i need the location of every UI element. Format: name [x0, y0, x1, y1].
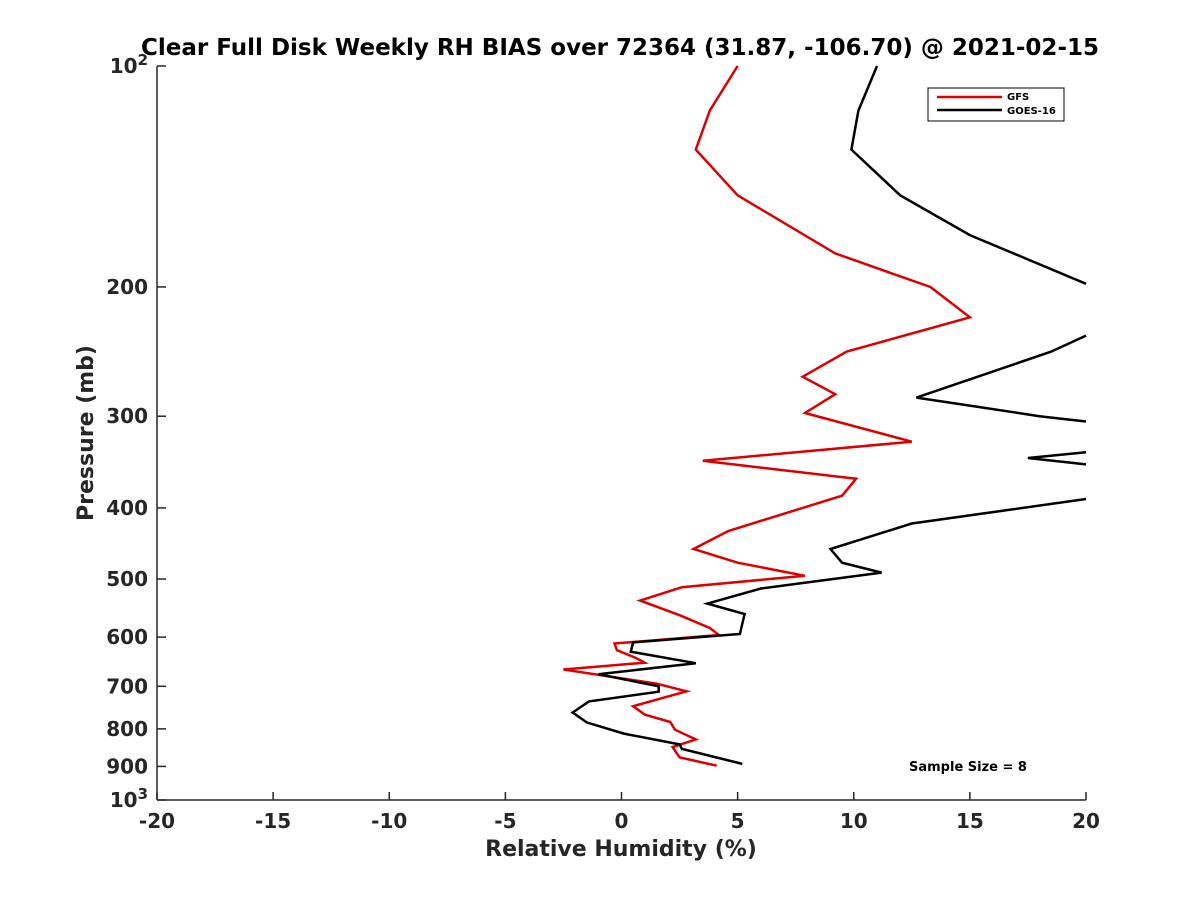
x-tick-label: -20: [139, 809, 175, 833]
x-tick-label: 20: [1072, 809, 1100, 833]
y-tick-label-power: 103: [110, 785, 148, 812]
y-ticks: 102 200 300 400 500 600 700 800 900 103: [106, 51, 166, 812]
x-tick-label: 10: [840, 809, 868, 833]
y-tick-label: 300: [106, 404, 148, 428]
series-line-gfs-segment-0: [563, 65, 973, 767]
plot-lines: [563, 65, 1087, 767]
legend-box: [927, 87, 1065, 122]
x-tick-label: 5: [731, 809, 745, 833]
x-tick-label: -15: [255, 809, 291, 833]
x-tick-label: 0: [615, 809, 629, 833]
series-line-goes-16-segment-1: [916, 334, 1087, 423]
chart-title: Clear Full Disk Weekly RH BIAS over 7236…: [141, 35, 1099, 61]
legend: GFS GOES-16: [927, 87, 1065, 122]
y-axis-label: Pressure (mb): [74, 345, 99, 521]
y-tick-label-power: 102: [110, 51, 148, 78]
x-tick-label: -10: [371, 809, 407, 833]
y-tick-label: 900: [106, 754, 148, 778]
y-tick-label: 200: [106, 275, 148, 299]
x-ticks: -20 -15 -10 -5 0 5 10 15 20: [139, 792, 1100, 833]
legend-label-goes16: GOES-16: [1007, 106, 1056, 117]
legend-label-gfs: GFS: [1007, 92, 1029, 103]
series-line-goes-16-segment-3: [570, 497, 1087, 766]
axes: [156, 66, 1086, 801]
y-tick-label: 500: [106, 567, 148, 591]
y-tick-label: 700: [106, 674, 148, 698]
x-tick-label: -5: [494, 809, 516, 833]
series-line-goes-16-segment-2: [1027, 451, 1087, 466]
x-tick-label: 15: [956, 809, 984, 833]
x-axis-label: Relative Humidity (%): [485, 837, 757, 862]
series-line-goes-16-segment-0: [850, 65, 1087, 285]
y-tick-label: 400: [106, 496, 148, 520]
y-tick-label: 800: [106, 717, 148, 741]
y-tick-label: 600: [106, 625, 148, 649]
sample-size-annotation: Sample Size = 8: [909, 760, 1027, 775]
